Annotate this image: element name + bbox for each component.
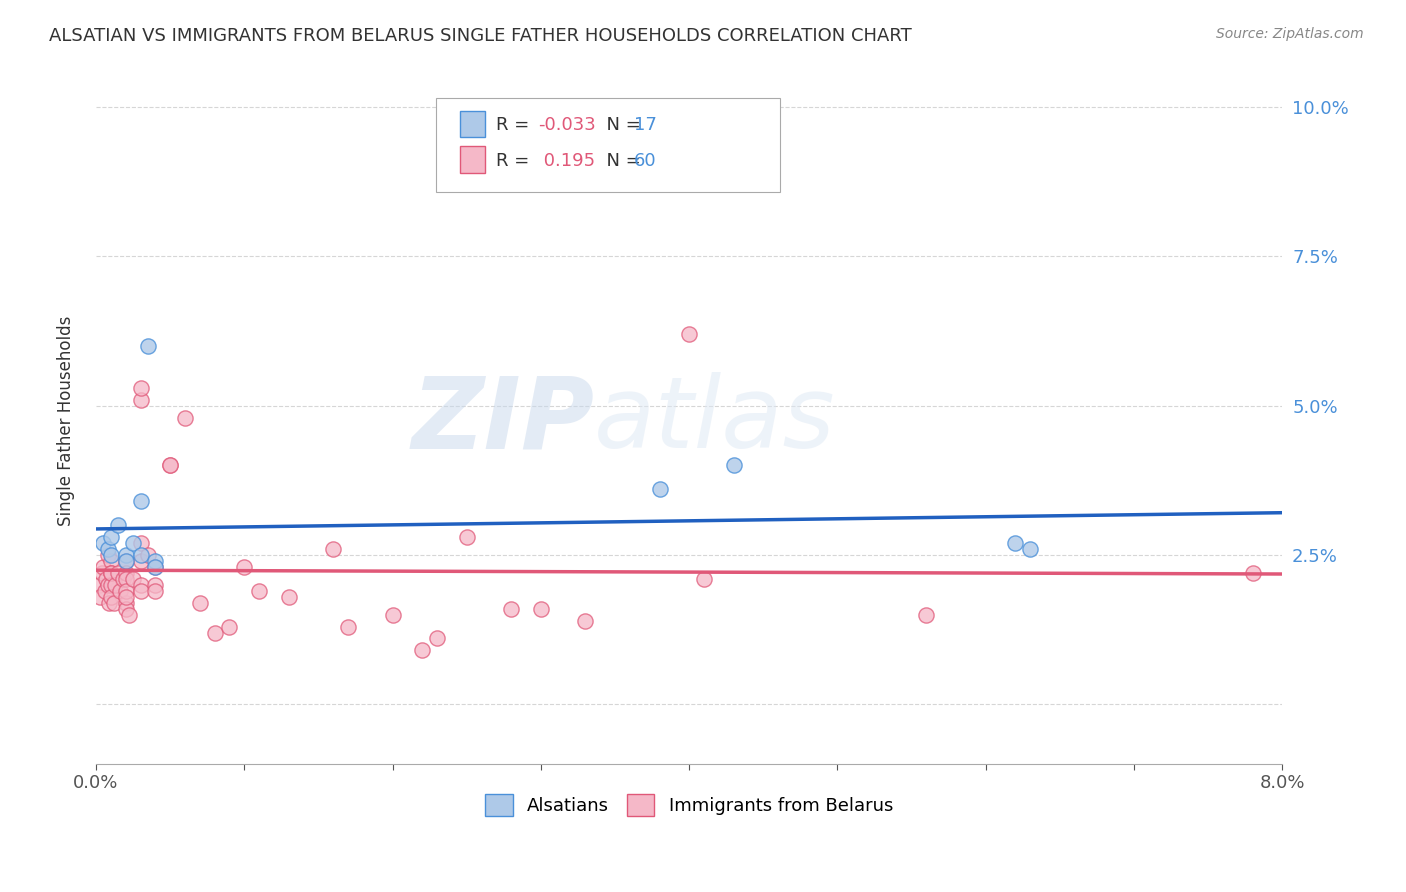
Point — [100, 578, 122, 592]
Point — [117, 607, 139, 622]
Point — [114, 596, 136, 610]
Point — [648, 483, 671, 497]
Point — [103, 596, 125, 610]
Point — [159, 458, 181, 473]
Point — [122, 572, 145, 586]
Point — [114, 548, 136, 562]
Point — [204, 625, 226, 640]
Text: -0.033: -0.033 — [538, 116, 596, 134]
Point — [129, 494, 152, 508]
Point — [111, 572, 134, 586]
Point — [501, 601, 523, 615]
Point — [96, 572, 118, 586]
Point — [93, 559, 115, 574]
Point — [108, 583, 131, 598]
Point — [574, 614, 596, 628]
Point — [143, 578, 166, 592]
Point — [104, 578, 127, 592]
Text: 60: 60 — [634, 152, 657, 169]
Text: R =: R = — [496, 116, 536, 134]
Point — [915, 607, 938, 622]
Point — [129, 548, 152, 562]
Point — [136, 548, 159, 562]
Point — [129, 392, 152, 407]
Text: atlas: atlas — [595, 372, 837, 469]
Point — [97, 578, 120, 592]
Point — [456, 530, 478, 544]
Point — [129, 554, 152, 568]
Point — [218, 619, 240, 633]
Point — [114, 554, 136, 568]
Point — [97, 541, 120, 556]
Point — [723, 458, 745, 473]
Point — [143, 583, 166, 598]
Point — [114, 566, 136, 580]
Text: 0.195: 0.195 — [538, 152, 596, 169]
Point — [136, 339, 159, 353]
Point — [337, 619, 360, 633]
Text: N =: N = — [595, 152, 647, 169]
Point — [411, 643, 433, 657]
Point — [143, 559, 166, 574]
Point — [114, 590, 136, 604]
Point — [233, 559, 256, 574]
Text: Source: ZipAtlas.com: Source: ZipAtlas.com — [1216, 27, 1364, 41]
Point — [129, 381, 152, 395]
Point — [114, 554, 136, 568]
Point — [98, 596, 121, 610]
Text: R =: R = — [496, 152, 536, 169]
Point — [107, 518, 129, 533]
Point — [114, 583, 136, 598]
Point — [188, 596, 211, 610]
Point — [100, 566, 122, 580]
Text: ALSATIAN VS IMMIGRANTS FROM BELARUS SINGLE FATHER HOUSEHOLDS CORRELATION CHART: ALSATIAN VS IMMIGRANTS FROM BELARUS SING… — [49, 27, 912, 45]
Point — [678, 327, 700, 342]
Point — [107, 566, 129, 580]
Point — [100, 530, 122, 544]
Point — [1004, 536, 1026, 550]
Point — [1241, 566, 1264, 580]
Point — [159, 458, 181, 473]
Point — [247, 583, 270, 598]
Point — [97, 548, 120, 562]
Point — [93, 536, 115, 550]
Point — [426, 632, 449, 646]
Point — [143, 559, 166, 574]
Point — [174, 410, 197, 425]
Point — [100, 590, 122, 604]
Point — [114, 572, 136, 586]
Point — [114, 601, 136, 615]
Point — [100, 554, 122, 568]
Point — [129, 536, 152, 550]
Point — [91, 566, 114, 580]
Point — [129, 583, 152, 598]
Point — [322, 541, 344, 556]
Y-axis label: Single Father Households: Single Father Households — [58, 316, 75, 525]
Point — [143, 554, 166, 568]
Point — [1019, 541, 1042, 556]
Text: N =: N = — [595, 116, 647, 134]
Point — [87, 578, 110, 592]
Point — [381, 607, 404, 622]
Point — [89, 590, 111, 604]
Point — [129, 578, 152, 592]
Text: ZIP: ZIP — [412, 372, 595, 469]
Legend: Alsatians, Immigrants from Belarus: Alsatians, Immigrants from Belarus — [478, 787, 900, 823]
Point — [94, 583, 117, 598]
Point — [693, 572, 716, 586]
Point — [530, 601, 553, 615]
Point — [100, 566, 122, 580]
Point — [122, 536, 145, 550]
Text: 17: 17 — [634, 116, 657, 134]
Point — [100, 548, 122, 562]
Point — [277, 590, 299, 604]
